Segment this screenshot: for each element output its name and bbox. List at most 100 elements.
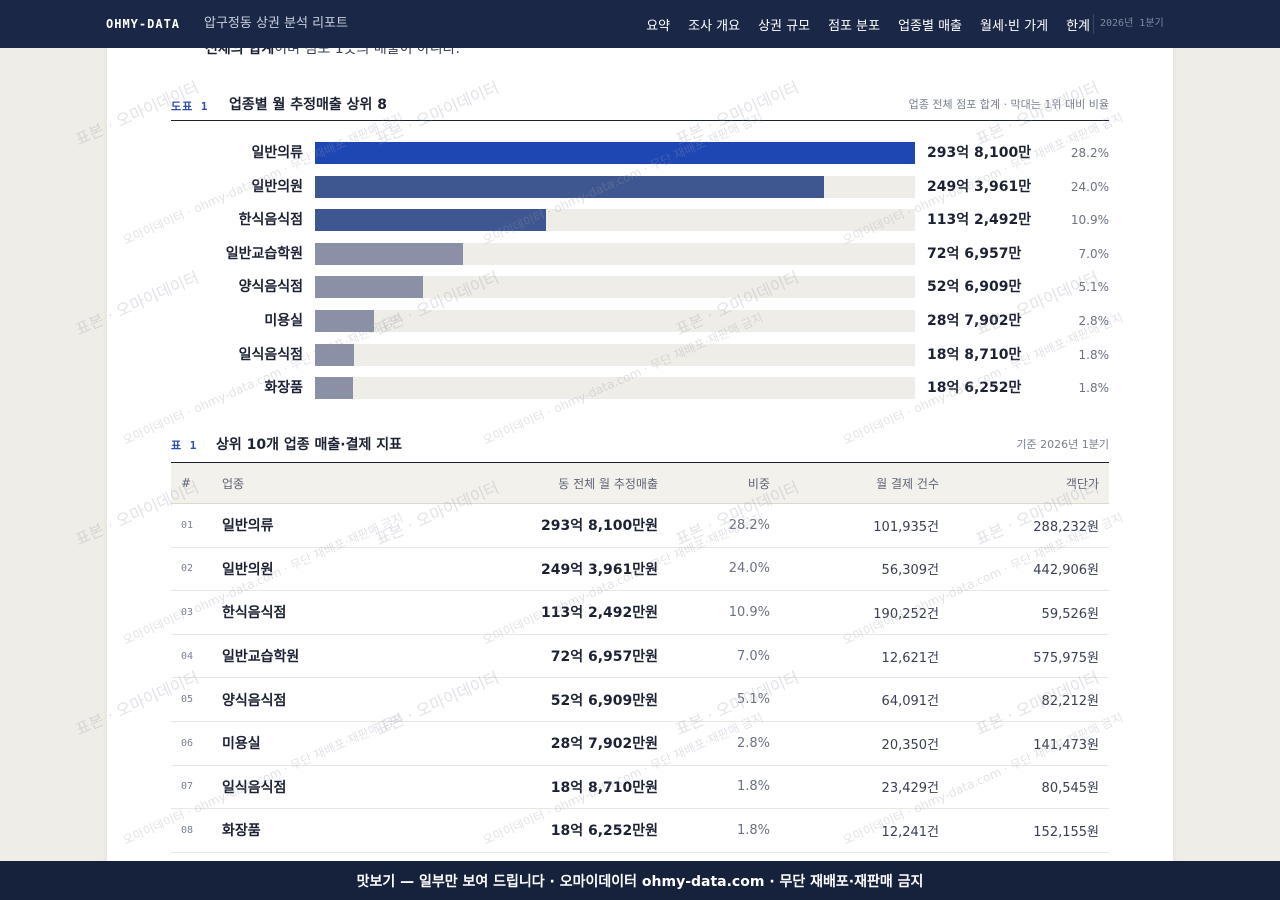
bar-share-label: 10.9% bbox=[1070, 213, 1109, 228]
bar-share-label: 28.2% bbox=[1070, 146, 1109, 160]
bar-value-label: 113억 2,492만 bbox=[927, 212, 1032, 229]
bar-share-label: 5.1% bbox=[1078, 280, 1110, 295]
bar-label: 화장품 bbox=[264, 380, 303, 397]
table-note: 기준 2026년 1분기 bbox=[1016, 438, 1109, 451]
bar-track bbox=[315, 310, 915, 332]
figure-header: 도표 1 업종별 월 추정매출 상위 8 업종 전체 점포 합계 · 막대는 1… bbox=[171, 96, 1109, 121]
bar-row: 일식음식점 18억 8,710만 1.8% bbox=[171, 343, 1109, 366]
table-row: 01 일반의류 293억 8,100만원 28.2% 101,935건 288,232원 bbox=[171, 504, 1109, 548]
row-share: 7.0% bbox=[736, 648, 770, 664]
row-sales: 293억 8,100만원 bbox=[540, 518, 658, 535]
bar-share-label: 7.0% bbox=[1078, 246, 1110, 261]
bar-value-label: 249억 3,961만 bbox=[927, 178, 1032, 195]
nav-link-limitations[interactable]: 한계 bbox=[1066, 18, 1090, 34]
bar-value-label: 18억 6,252만 bbox=[927, 380, 1022, 397]
bar-row: 미용실 28억 7,902만 2.8% bbox=[171, 310, 1109, 332]
bar-label: 일반의원 bbox=[251, 178, 303, 195]
row-payments: 23,429건 bbox=[881, 781, 939, 797]
nav-link-store-distribution[interactable]: 점포 분포 bbox=[828, 18, 881, 34]
top-nav-bar: OHMY-DATA 압구정동 상권 분석 리포트 요약 조사 개요 상권 규모 … bbox=[0, 0, 1280, 48]
row-industry: 양식음식점 bbox=[222, 692, 287, 709]
bar-label: 일식음식점 bbox=[238, 346, 303, 363]
bar-label: 일반교습학원 bbox=[225, 245, 303, 262]
row-payments: 20,350건 bbox=[881, 737, 939, 753]
row-industry: 일반의류 bbox=[222, 518, 274, 535]
bar-label: 미용실 bbox=[264, 313, 303, 329]
bar bbox=[315, 377, 354, 400]
nav-link-summary[interactable]: 요약 bbox=[646, 18, 671, 34]
bar-row: 양식음식점 52억 6,909만 5.1% bbox=[171, 276, 1110, 299]
bar bbox=[315, 242, 464, 265]
bar bbox=[315, 310, 374, 332]
bar-label: 일반의류 bbox=[251, 145, 303, 161]
row-share: 5.1% bbox=[736, 692, 770, 708]
bar-value-label: 18억 8,710만 bbox=[927, 346, 1022, 363]
table-body: 01 일반의류 293억 8,100만원 28.2% 101,935건 288,232원 0… bbox=[171, 504, 1109, 853]
row-rank: 02 bbox=[181, 563, 194, 575]
bar-share-label: 24.0% bbox=[1070, 179, 1109, 194]
nav-link-sales-by-industry[interactable]: 업종별 매출 bbox=[898, 18, 962, 34]
table-tag: 표 1 bbox=[171, 439, 198, 452]
nav-link-market-size[interactable]: 상권 규모 bbox=[758, 18, 811, 34]
row-payments: 56,309건 bbox=[881, 563, 939, 579]
table-head-row: # 업종 동 전체 월 추정매출 비중 월 결제 건수 객단가 bbox=[171, 463, 1109, 504]
bar bbox=[315, 142, 915, 164]
row-industry: 일반의원 bbox=[222, 561, 274, 578]
row-unit-price: 82,212원 bbox=[1041, 694, 1099, 710]
row-rank: 04 bbox=[181, 650, 194, 662]
bar-track bbox=[315, 343, 915, 366]
bar bbox=[315, 343, 354, 366]
row-unit-price: 442,906원 bbox=[1033, 563, 1099, 579]
bar-row: 일반의원 249억 3,961만 24.0% bbox=[171, 175, 1109, 198]
row-share: 28.2% bbox=[728, 517, 770, 533]
row-rank: 03 bbox=[181, 606, 194, 618]
row-industry: 일반교습학원 bbox=[222, 649, 300, 666]
bar-row: 일반의류 293억 8,100만 28.2% bbox=[171, 142, 1109, 164]
row-industry: 한식음식점 bbox=[222, 605, 287, 622]
row-payments: 190,252건 bbox=[873, 606, 939, 622]
row-payments: 12,241건 bbox=[881, 824, 939, 840]
col-rank: # bbox=[181, 476, 192, 490]
report-title: 압구정동 상권 분석 리포트 bbox=[204, 16, 348, 31]
bar-track bbox=[315, 276, 915, 299]
bar-value-label: 52억 6,909만 bbox=[927, 279, 1022, 296]
row-unit-price: 288,232원 bbox=[1033, 519, 1099, 535]
row-sales: 18억 8,710만원 bbox=[550, 779, 658, 796]
col-sales: 동 전체 월 추정매출 bbox=[558, 476, 658, 491]
row-payments: 12,621건 bbox=[881, 650, 939, 666]
bar-track bbox=[315, 175, 915, 198]
bar-track bbox=[315, 377, 915, 400]
row-rank: 07 bbox=[181, 781, 194, 793]
nav-link-rent-vacancy[interactable]: 월세·빈 가게 bbox=[980, 18, 1049, 34]
bar-value-label: 72억 6,957만 bbox=[927, 245, 1022, 262]
row-share: 10.9% bbox=[728, 604, 770, 620]
row-sales: 28억 7,902만원 bbox=[550, 736, 658, 753]
row-rank: 01 bbox=[181, 519, 194, 531]
bar-share-label: 1.8% bbox=[1078, 381, 1110, 396]
table-row: 02 일반의원 249억 3,961만원 24.0% 56,309건 442,906원 bbox=[171, 548, 1109, 592]
bar-track bbox=[315, 242, 915, 265]
bar-track bbox=[315, 209, 915, 232]
table-row: 07 일식음식점 18억 8,710만원 1.8% 23,429건 80,545원 bbox=[171, 766, 1109, 810]
row-unit-price: 152,155원 bbox=[1033, 824, 1099, 840]
row-sales: 18억 6,252만원 bbox=[550, 823, 658, 840]
row-sales: 249억 3,961만원 bbox=[540, 561, 658, 578]
bar bbox=[315, 175, 825, 198]
col-unit-price: 객단가 bbox=[1065, 476, 1099, 491]
nav-link-overview[interactable]: 조사 개요 bbox=[688, 18, 741, 34]
col-industry: 업종 bbox=[222, 476, 245, 491]
bar bbox=[315, 276, 423, 299]
row-industry: 화장품 bbox=[222, 823, 261, 840]
row-unit-price: 59,526원 bbox=[1041, 606, 1099, 622]
row-sales: 72억 6,957만원 bbox=[550, 649, 658, 666]
bar-label: 양식음식점 bbox=[238, 279, 303, 296]
bar bbox=[315, 209, 547, 232]
col-payments: 월 결제 건수 bbox=[876, 476, 939, 491]
row-payments: 64,091건 bbox=[881, 694, 939, 710]
table-row: 03 한식음식점 113억 2,492만원 10.9% 190,252건 59,526원 bbox=[171, 591, 1109, 635]
bar-row: 한식음식점 113억 2,492만 10.9% bbox=[171, 209, 1109, 232]
brand-logo[interactable]: OHMY-DATA bbox=[106, 17, 181, 31]
bar-track bbox=[315, 142, 915, 164]
col-share: 비중 bbox=[747, 476, 770, 491]
row-share: 1.8% bbox=[736, 822, 770, 838]
